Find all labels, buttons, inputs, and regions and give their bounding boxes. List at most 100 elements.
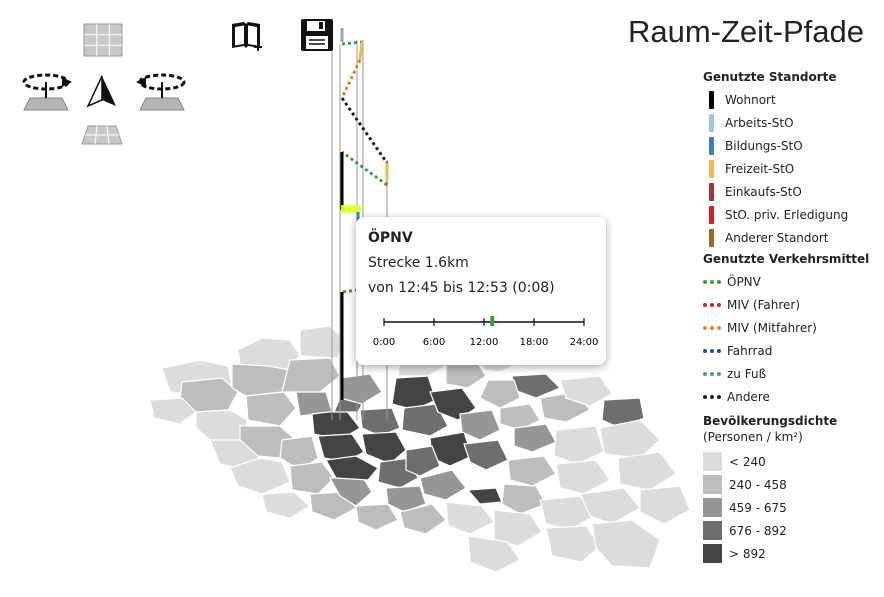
legend-location-label: Arbeits-StO — [725, 115, 794, 130]
book-add-icon[interactable] — [232, 22, 262, 51]
district[interactable] — [599, 419, 661, 459]
legend-density-item: < 240 — [700, 450, 880, 473]
legend-location-swatch — [709, 136, 714, 155]
district[interactable] — [459, 409, 501, 441]
legend-density-unit: (Personen / km²) — [703, 430, 803, 444]
district[interactable] — [401, 403, 449, 437]
district[interactable] — [231, 363, 291, 397]
legend-transport-swatch — [703, 279, 721, 284]
legend-transport-item: Fahrrad — [700, 339, 880, 362]
district[interactable] — [553, 425, 605, 465]
legend-density-heading: Bevölkerungsdichte — [703, 414, 838, 428]
legend-density-swatch — [703, 475, 722, 494]
district[interactable] — [555, 459, 611, 495]
legend-transport-item: zu Fuß — [700, 362, 880, 385]
legend-location-label: Freizeit-StO — [725, 161, 795, 176]
district[interactable] — [513, 423, 557, 453]
legend-transport-swatch — [703, 371, 721, 376]
district[interactable] — [591, 519, 661, 569]
grid-bottom-icon[interactable] — [81, 125, 123, 145]
legend-location-item: Wohnort — [700, 88, 880, 111]
grid-top-icon[interactable] — [83, 23, 123, 57]
legend-location-swatch — [709, 228, 714, 247]
district[interactable] — [399, 503, 447, 535]
district[interactable] — [261, 491, 312, 519]
page-title: Raum-Zeit-Pfade — [627, 14, 864, 49]
legend-transport-swatch — [703, 394, 721, 399]
legend-locations-heading: Genutzte Standorte — [703, 70, 837, 84]
district[interactable] — [419, 469, 467, 501]
legend-transport-label: Fahrrad — [727, 343, 773, 358]
district[interactable] — [493, 509, 543, 547]
legend-transport-item: MIV (Mitfahrer) — [700, 316, 880, 339]
legend-transport-label: zu Fuß — [727, 366, 767, 381]
district[interactable] — [405, 445, 441, 477]
district[interactable] — [559, 375, 613, 407]
legend-transport-swatch — [703, 325, 721, 330]
legend-location-item: StO. priv. Erledigung — [700, 203, 880, 226]
district[interactable] — [299, 325, 346, 359]
district[interactable] — [281, 357, 341, 393]
legend-location-swatch — [709, 182, 714, 201]
legend-location-label: StO. priv. Erledigung — [725, 207, 849, 222]
district[interactable] — [499, 403, 541, 431]
save-icon[interactable] — [301, 19, 333, 51]
legend-transport-swatch — [703, 302, 721, 307]
district[interactable] — [467, 535, 521, 573]
legend-location-item: Einkaufs-StO — [700, 180, 880, 203]
district[interactable] — [325, 455, 379, 481]
legend-density-item: 240 - 458 — [700, 473, 880, 496]
district[interactable] — [579, 487, 641, 525]
district[interactable] — [289, 461, 335, 495]
north-arrow-icon[interactable] — [86, 75, 116, 108]
trip-info-popup: ÖPNV Strecke 1.6km von 12:45 bis 12:53 (… — [356, 217, 606, 365]
day-timeline: 0:00 6:00 12:00 18:00 24:00 — [373, 316, 599, 348]
rotate-right-icon[interactable] — [136, 73, 186, 111]
legend-density-item: > 892 — [700, 542, 880, 565]
district[interactable] — [507, 455, 557, 487]
legend-transport-label: MIV (Mitfahrer) — [727, 320, 817, 335]
legend-location-label: Anderer Standort — [725, 230, 829, 245]
legend-transport-label: Andere — [727, 389, 770, 404]
legend-panel: Genutzte Standorte Wohnort Arbeits-StO Bil… — [700, 70, 880, 565]
district[interactable] — [229, 457, 291, 495]
popup-time-range: von 12:45 bis 12:53 (0:08) — [368, 280, 555, 296]
legend-location-swatch — [709, 205, 714, 224]
district[interactable] — [445, 501, 495, 535]
rotate-left-icon[interactable] — [22, 73, 72, 111]
legend-transport-swatch — [703, 348, 721, 353]
legend-transport-heading: Genutzte Verkehrsmittel — [703, 252, 870, 266]
timeline-tick-label: 24:00 — [570, 337, 599, 348]
legend-location-item: Freizeit-StO — [700, 157, 880, 180]
legend-transport-item: ÖPNV — [700, 270, 880, 293]
district[interactable] — [463, 439, 509, 471]
district[interactable] — [545, 525, 601, 563]
district[interactable] — [361, 431, 407, 465]
timeline-tick-label: 12:00 — [470, 337, 499, 348]
legend-density-label: 459 - 675 — [729, 500, 787, 515]
legend-density-label: < 240 — [729, 454, 766, 469]
district[interactable] — [355, 503, 399, 531]
district[interactable] — [479, 379, 521, 409]
district[interactable] — [617, 451, 677, 491]
legend-density-swatch — [703, 521, 722, 540]
district[interactable] — [333, 397, 363, 413]
legend-density-item: 676 - 892 — [700, 519, 880, 542]
timeline-tick-label: 18:00 — [520, 337, 549, 348]
legend-transport-label: ÖPNV — [727, 274, 761, 289]
district[interactable] — [501, 483, 547, 515]
legend-transport-item: Andere — [700, 385, 880, 408]
legend-density-swatch — [703, 452, 722, 471]
legend-transport-label: MIV (Fahrer) — [727, 297, 801, 312]
district[interactable] — [466, 487, 503, 505]
legend-density-label: 240 - 458 — [729, 477, 787, 492]
district[interactable] — [539, 495, 595, 531]
legend-density-item: 459 - 675 — [700, 496, 880, 519]
district[interactable] — [245, 391, 297, 427]
district[interactable] — [149, 397, 197, 425]
district[interactable] — [639, 485, 691, 525]
legend-location-label: Wohnort — [725, 92, 776, 107]
district-map[interactable] — [149, 325, 691, 573]
popup-title: ÖPNV — [368, 230, 413, 246]
